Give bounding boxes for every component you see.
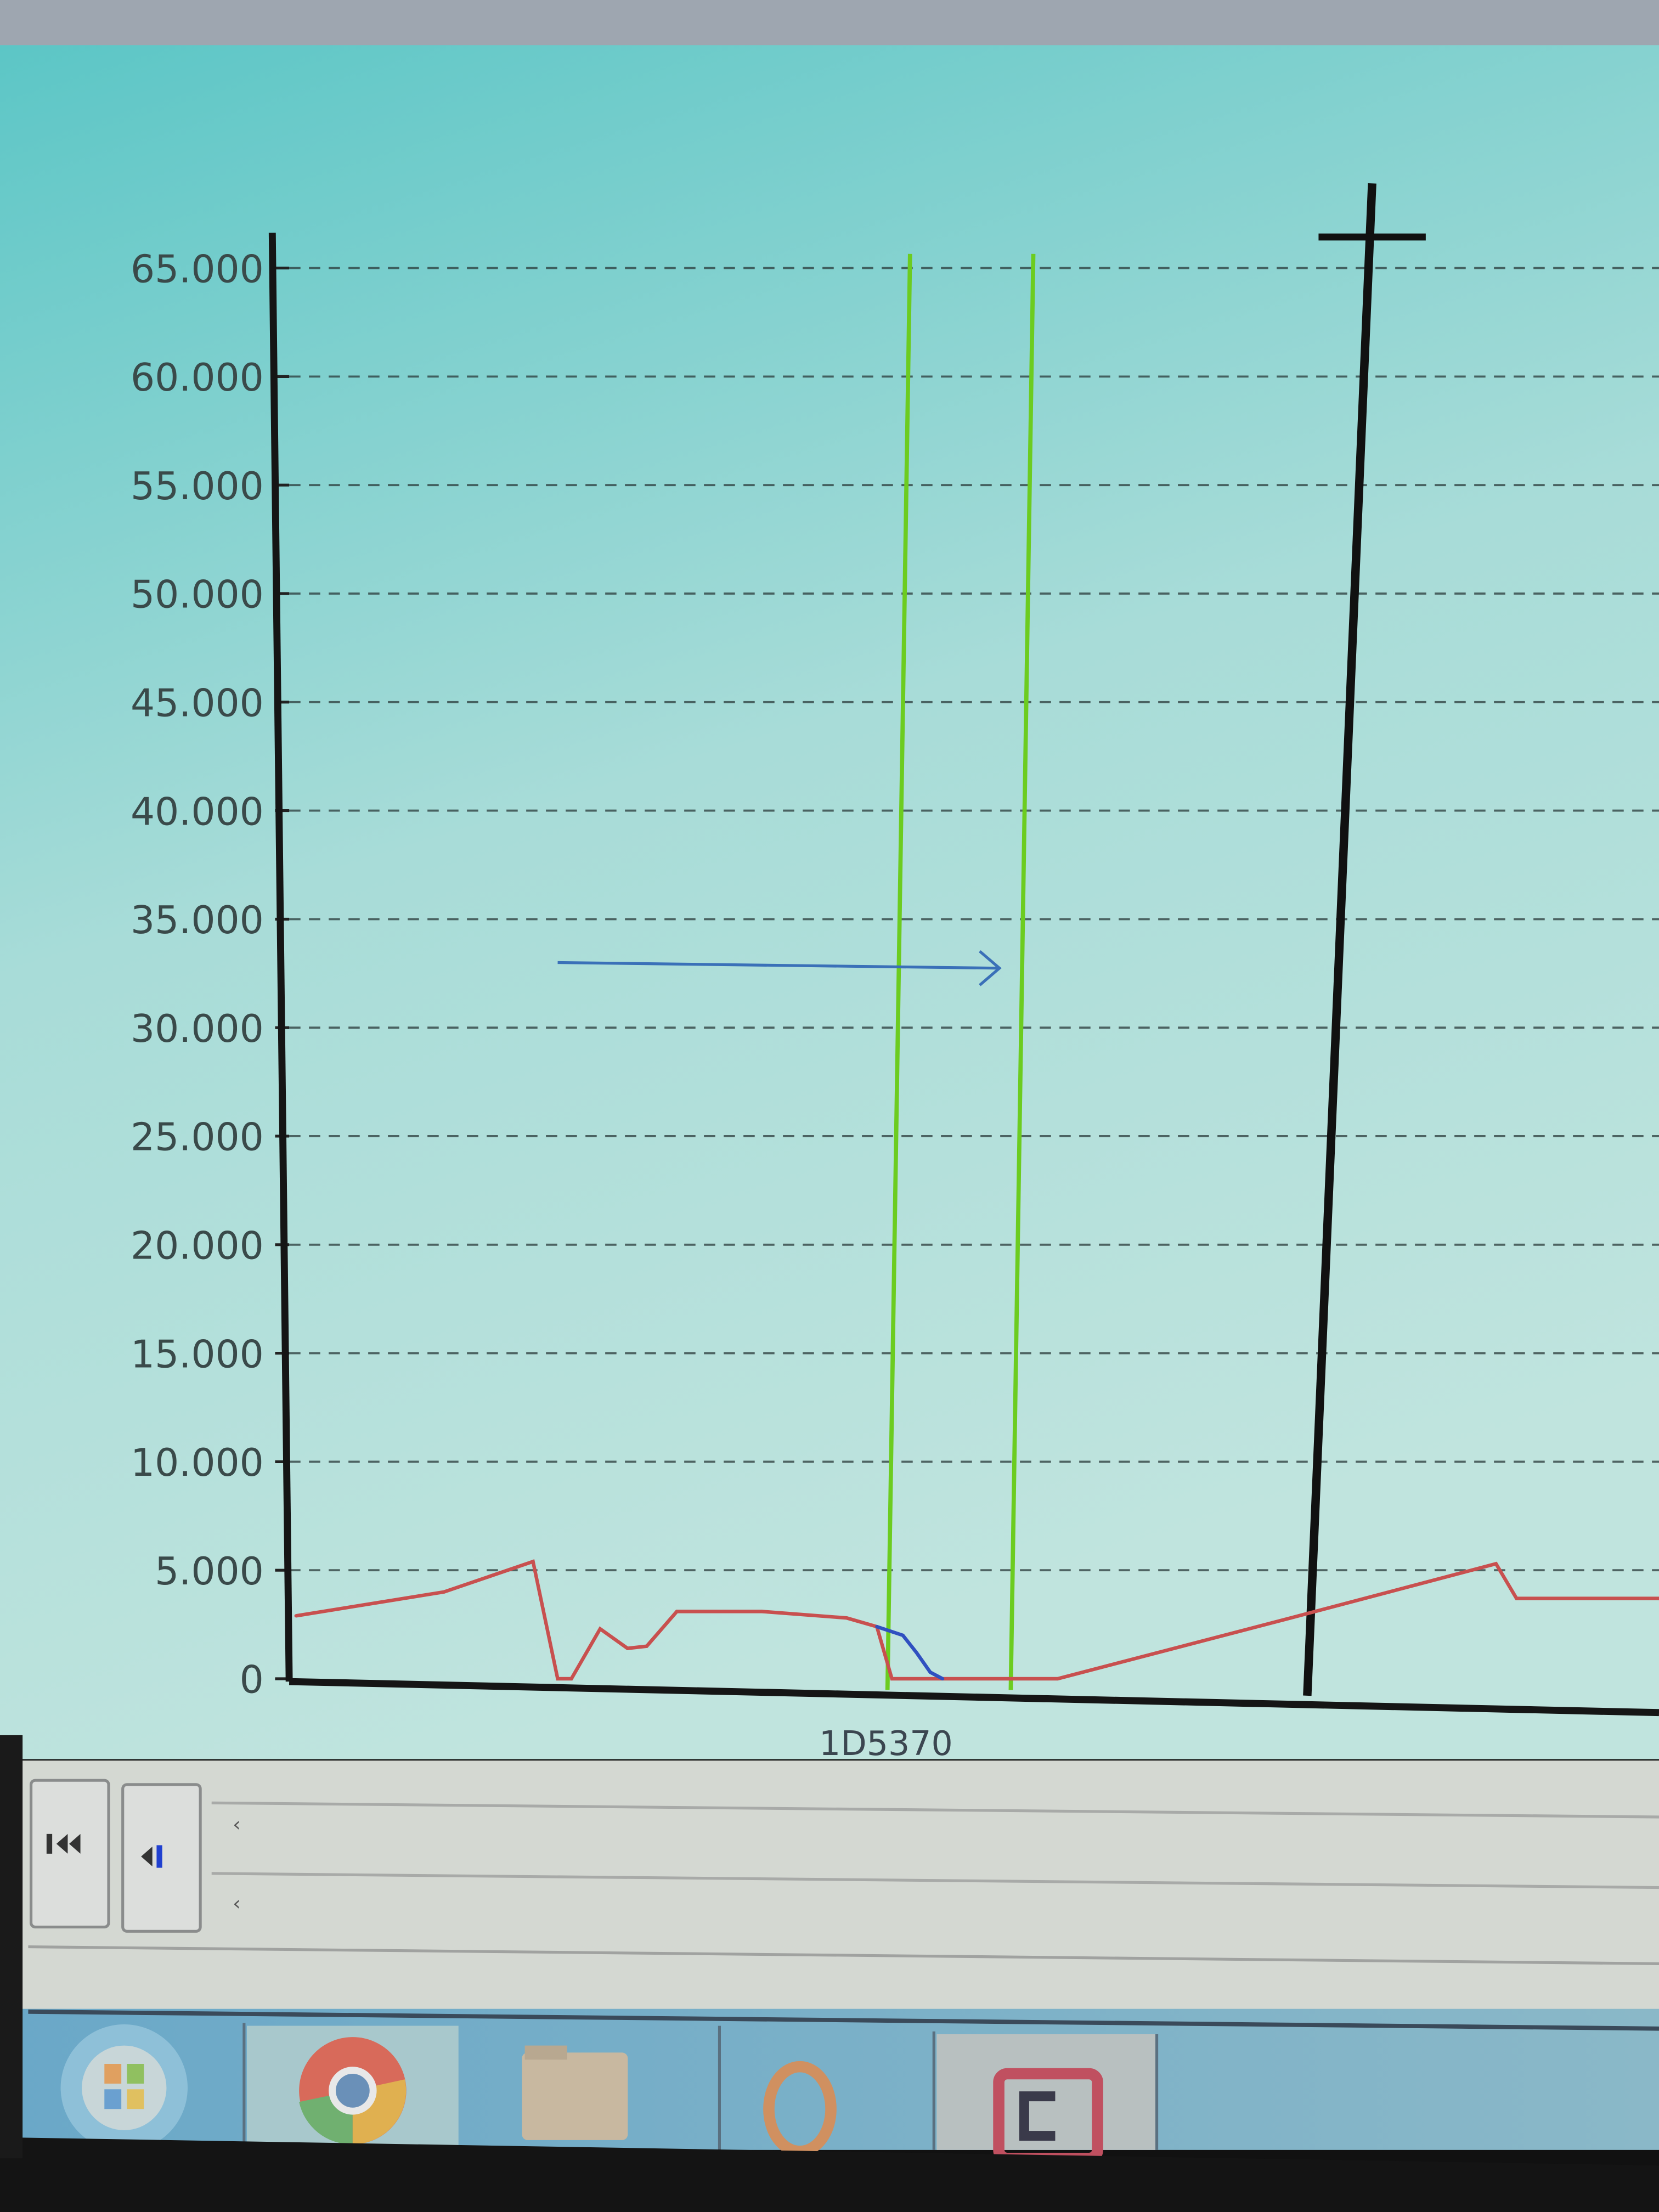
file-explorer-icon[interactable]	[522, 2045, 628, 2140]
y-tick-label: 25.000	[131, 1116, 264, 1160]
collapse-arrow-icon[interactable]: ‹	[233, 1893, 240, 1915]
step-back-icon	[141, 1845, 162, 1868]
left-bezel	[0, 1735, 23, 2159]
y-axis	[268, 233, 293, 1682]
y-tick-label: 55.000	[131, 465, 264, 509]
data-point	[675, 1610, 679, 1613]
top-bezel	[0, 0, 1659, 51]
data-point	[890, 1677, 894, 1681]
y-tick-label: 60.000	[131, 356, 264, 400]
data-point	[598, 1627, 602, 1631]
skip-to-start-button[interactable]	[30, 1779, 110, 1929]
data-point	[1289, 1616, 1293, 1620]
y-tick-label: 40.000	[131, 790, 264, 834]
data-point	[1056, 1677, 1059, 1681]
bottom-bezel	[0, 2137, 1659, 2212]
data-point	[1515, 1596, 1519, 1600]
data-point	[569, 1677, 573, 1681]
data-point	[645, 1644, 648, 1648]
divider	[211, 1801, 1659, 1819]
divider	[211, 1872, 1659, 1889]
x-axis	[289, 1678, 1659, 1717]
data-point	[915, 1651, 918, 1655]
data-point	[928, 1671, 932, 1674]
x-axis-label: 1D5370	[819, 1724, 953, 1763]
chart: 0 5.000 10.000 15.000 20.000 25.000 30.000 35.0…	[131, 183, 1659, 1717]
data-point	[625, 1646, 629, 1650]
step-back-button[interactable]	[121, 1783, 202, 1933]
collapse-arrow-icon[interactable]: ‹	[233, 1814, 240, 1836]
data-point	[294, 1614, 298, 1618]
y-tick-label: 50.000	[131, 573, 264, 617]
cursor-line	[1303, 183, 1376, 1696]
y-tick-label: 65.000	[131, 247, 264, 291]
data-point	[901, 1633, 905, 1637]
data-point	[845, 1616, 849, 1620]
divider	[28, 1945, 1659, 1965]
y-tick-label: 20.000	[131, 1224, 264, 1268]
y-tick-label: 5.000	[155, 1550, 264, 1594]
data-point	[875, 1624, 879, 1629]
data-point	[1657, 1596, 1659, 1600]
series-line-0	[296, 1559, 1659, 1681]
data-point	[442, 1590, 446, 1594]
app-icon[interactable]	[936, 2034, 1155, 2164]
y-tick-label: 0	[240, 1658, 264, 1702]
arrow-line	[557, 961, 1000, 970]
arrow-head	[979, 950, 1002, 986]
skip-to-start-icon	[46, 1833, 81, 1854]
y-tick-label: 35.000	[131, 899, 264, 943]
y-tick-label: 30.000	[131, 1007, 264, 1051]
green-marker-line	[1008, 253, 1036, 1690]
y-tick-label: 10.000	[131, 1441, 264, 1485]
data-point	[1494, 1562, 1498, 1566]
data-point	[556, 1677, 560, 1681]
data-point	[531, 1560, 535, 1564]
data-point	[760, 1610, 764, 1613]
green-marker-line	[885, 253, 912, 1690]
data-point	[941, 1677, 945, 1681]
y-tick-label: 45.000	[131, 681, 264, 725]
start-orb-icon[interactable]	[60, 2024, 188, 2152]
y-tick-label: 15.000	[131, 1333, 264, 1376]
chrome-icon[interactable]	[247, 2025, 459, 2150]
